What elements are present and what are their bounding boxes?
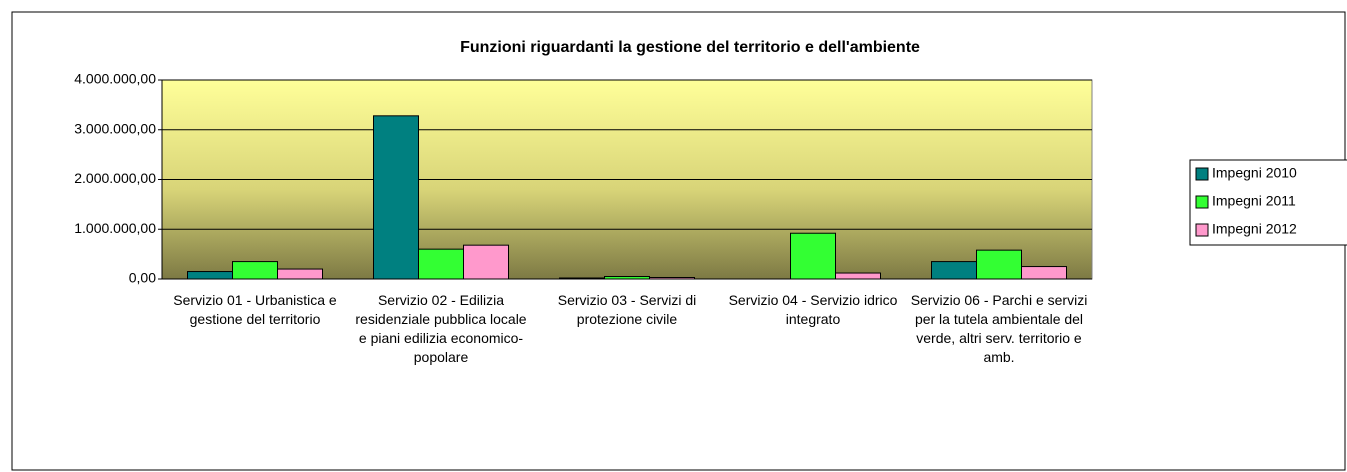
y-tick-label: 4.000.000,00 bbox=[74, 71, 156, 87]
bar bbox=[835, 272, 881, 280]
legend-swatch bbox=[1195, 223, 1209, 237]
x-tick-label: Servizio 01 - Urbanistica e gestione del… bbox=[173, 292, 337, 327]
legend-swatch bbox=[1195, 195, 1209, 209]
chart-title: Funzioni riguardanti la gestione del ter… bbox=[460, 39, 920, 56]
bar bbox=[277, 268, 323, 280]
legend-label: Impegni 2010 bbox=[1212, 165, 1297, 181]
bar bbox=[187, 271, 233, 280]
y-tick-label: 0,00 bbox=[129, 270, 156, 286]
bar bbox=[604, 276, 650, 280]
x-tick-label: Servizio 02 - Edilizia residenziale pubb… bbox=[355, 292, 527, 365]
y-tick-label: 1.000.000,00 bbox=[74, 220, 156, 236]
legend-label: Impegni 2012 bbox=[1212, 221, 1297, 237]
bar bbox=[649, 277, 695, 280]
y-tick-label: 3.000.000,00 bbox=[74, 120, 156, 136]
bar bbox=[1021, 266, 1067, 280]
y-tick-label: 2.000.000,00 bbox=[74, 170, 156, 186]
x-tick-label: Servizio 04 - Servizio idrico integrato bbox=[728, 292, 898, 327]
bar bbox=[232, 261, 278, 280]
bar bbox=[373, 115, 419, 280]
bar bbox=[463, 244, 509, 280]
bar bbox=[559, 277, 605, 280]
bar bbox=[976, 249, 1022, 280]
x-tick-label: Servizio 06 - Parchi e servizi per la tu… bbox=[910, 292, 1088, 365]
bar bbox=[790, 232, 836, 280]
bar bbox=[418, 248, 464, 280]
legend-swatch bbox=[1195, 167, 1209, 181]
legend-label: Impegni 2011 bbox=[1212, 193, 1296, 209]
x-tick-label: Servizio 03 - Servizi di protezione civi… bbox=[557, 292, 697, 327]
bar bbox=[931, 261, 977, 280]
legend-box bbox=[1189, 159, 1347, 246]
